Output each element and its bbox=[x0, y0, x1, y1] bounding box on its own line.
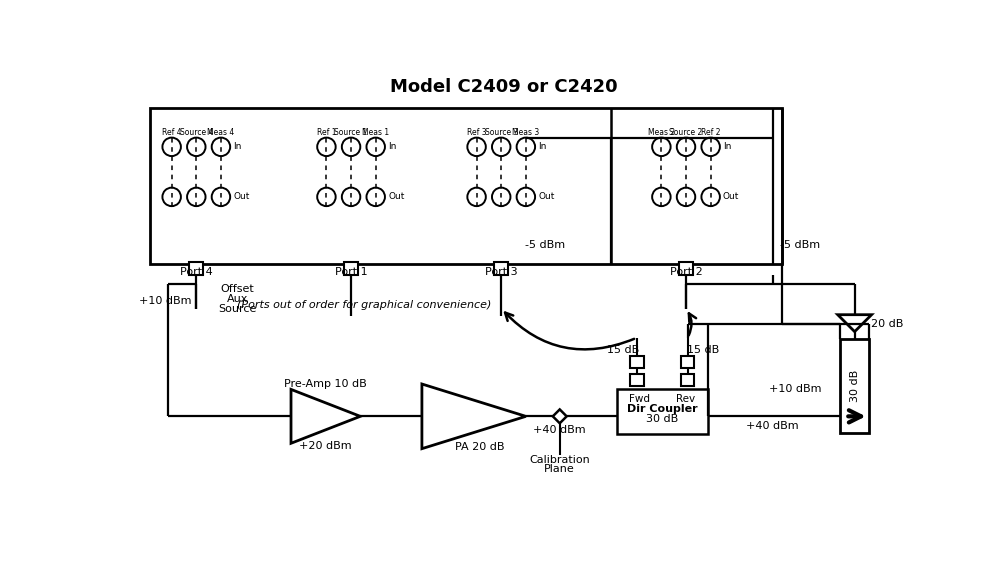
Text: Meas 4: Meas 4 bbox=[208, 129, 234, 137]
Text: Out: Out bbox=[388, 193, 404, 201]
Text: Ref 1: Ref 1 bbox=[317, 129, 337, 137]
Text: Source 3: Source 3 bbox=[484, 129, 518, 137]
Text: Meas 3: Meas 3 bbox=[513, 129, 539, 137]
Text: Source 4: Source 4 bbox=[180, 129, 213, 137]
Text: Source 1: Source 1 bbox=[335, 129, 368, 137]
Text: Source 2: Source 2 bbox=[669, 129, 703, 137]
Text: Source: Source bbox=[217, 304, 256, 314]
Text: 20 dB: 20 dB bbox=[871, 319, 903, 329]
Bar bbox=[679, 262, 693, 275]
Text: In: In bbox=[388, 143, 397, 151]
Text: In: In bbox=[233, 143, 242, 151]
Bar bbox=[681, 374, 695, 385]
Bar bbox=[344, 262, 358, 275]
Text: Ref 2: Ref 2 bbox=[701, 129, 720, 137]
Text: (Ports out of order for graphical convenience): (Ports out of order for graphical conven… bbox=[237, 300, 491, 310]
Text: -5 dBm: -5 dBm bbox=[780, 240, 820, 250]
Bar bbox=[630, 374, 644, 385]
Text: Dir Coupler: Dir Coupler bbox=[627, 404, 698, 414]
Text: +10 dBm: +10 dBm bbox=[140, 296, 192, 306]
Bar bbox=[189, 262, 204, 275]
Text: PA 20 dB: PA 20 dB bbox=[455, 442, 505, 452]
Text: Offset: Offset bbox=[220, 284, 254, 294]
Text: Ref 3: Ref 3 bbox=[466, 129, 486, 137]
Text: Port 2: Port 2 bbox=[670, 267, 703, 276]
Text: Meas 1: Meas 1 bbox=[362, 129, 390, 137]
Bar bbox=[840, 339, 869, 433]
Text: Ref 4: Ref 4 bbox=[161, 129, 181, 137]
Bar bbox=[494, 262, 508, 275]
Text: Port 1: Port 1 bbox=[335, 267, 367, 276]
Text: 15 dB: 15 dB bbox=[607, 345, 639, 355]
Text: Calibration: Calibration bbox=[529, 455, 590, 465]
Text: Meas 2: Meas 2 bbox=[647, 129, 675, 137]
Text: +20 dBm: +20 dBm bbox=[299, 441, 352, 450]
Text: Out: Out bbox=[538, 193, 555, 201]
Text: Aux: Aux bbox=[226, 294, 248, 304]
Text: 15 dB: 15 dB bbox=[687, 345, 719, 355]
Text: 30 dB: 30 dB bbox=[646, 414, 678, 424]
Text: Pre-Amp 10 dB: Pre-Amp 10 dB bbox=[284, 379, 367, 389]
Text: Out: Out bbox=[233, 193, 250, 201]
Bar bbox=[630, 356, 644, 368]
Text: Model C2409 or C2420: Model C2409 or C2420 bbox=[391, 78, 618, 96]
Text: 30 dB: 30 dB bbox=[849, 370, 860, 402]
Text: In: In bbox=[538, 143, 546, 151]
Bar bbox=[617, 389, 707, 434]
Text: Plane: Plane bbox=[544, 464, 575, 474]
Text: Port 3: Port 3 bbox=[485, 267, 518, 276]
Text: -5 dBm: -5 dBm bbox=[525, 240, 565, 250]
Bar bbox=[151, 108, 781, 264]
Bar bbox=[681, 356, 695, 368]
Text: +40 dBm: +40 dBm bbox=[746, 421, 799, 431]
Text: Port 4: Port 4 bbox=[180, 267, 213, 276]
Text: Fwd        Rev: Fwd Rev bbox=[629, 393, 696, 404]
Text: +10 dBm: +10 dBm bbox=[769, 384, 822, 395]
Text: In: In bbox=[723, 143, 731, 151]
Text: +40 dBm: +40 dBm bbox=[533, 425, 586, 435]
Text: Out: Out bbox=[723, 193, 739, 201]
